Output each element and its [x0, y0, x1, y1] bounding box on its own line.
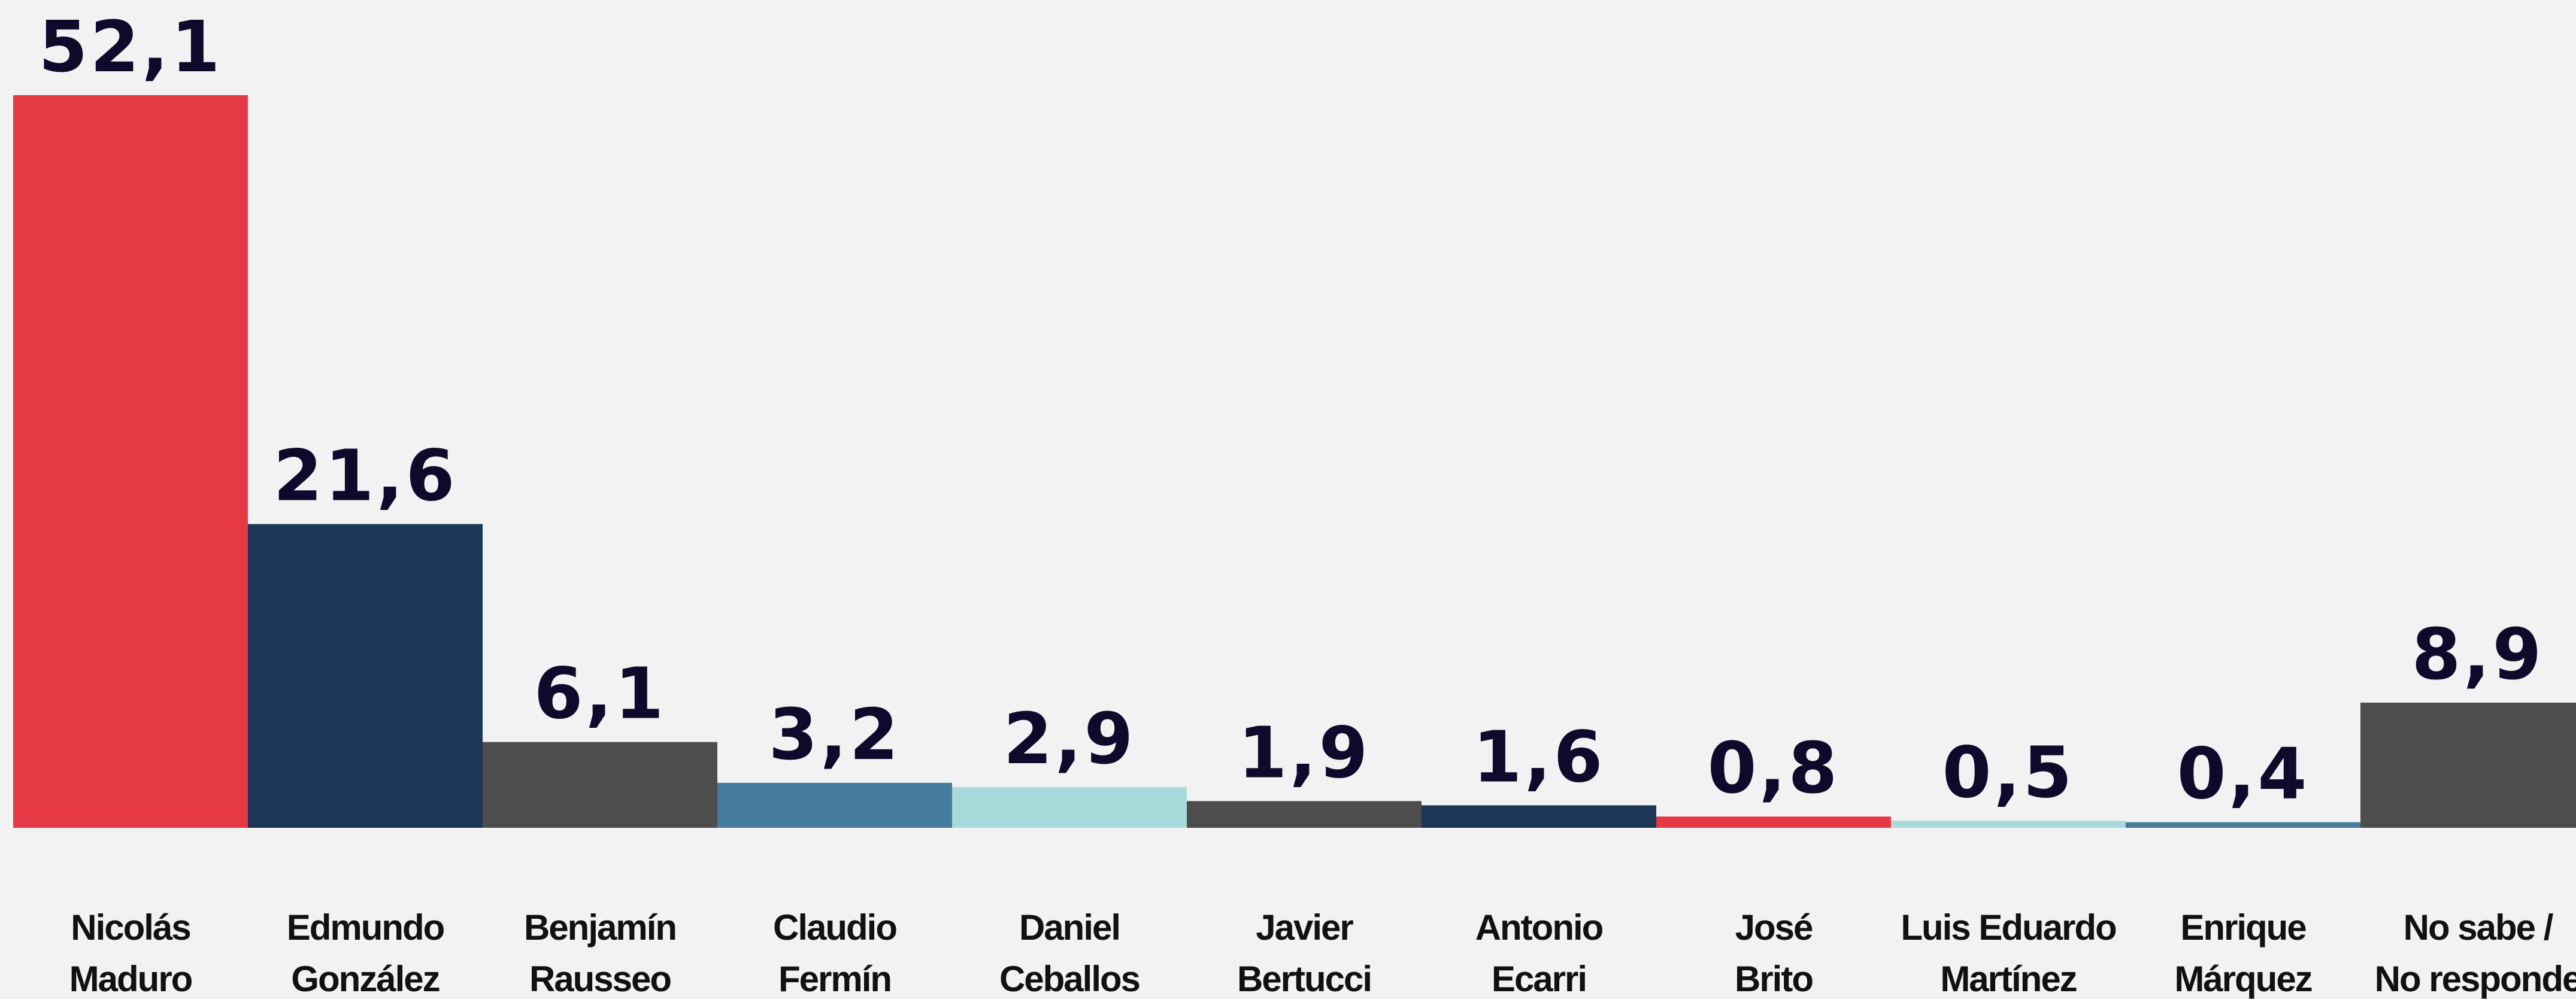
value-label: 21,6 — [273, 435, 457, 517]
category-label: Ceballos — [999, 959, 1139, 999]
category-label: Maduro — [69, 959, 192, 999]
bar — [717, 782, 952, 828]
bar — [1656, 816, 1891, 828]
bar — [13, 95, 248, 828]
value-label: 0,8 — [1707, 727, 1839, 809]
value-label: 52,1 — [38, 5, 222, 88]
category-label: Bertucci — [1237, 959, 1371, 999]
category-label: Rausseo — [529, 959, 671, 999]
value-label: 6,1 — [534, 652, 666, 735]
value-label: 3,2 — [768, 693, 901, 776]
category-label: Fermín — [778, 959, 891, 999]
category-label: Antonio — [1475, 907, 1603, 948]
category-label: Edmundo — [287, 907, 444, 948]
category-label: Benjamín — [524, 907, 676, 948]
bar — [2360, 702, 2576, 828]
category-label: Brito — [1735, 959, 1813, 999]
bar — [952, 787, 1187, 828]
category-label: No responde — [2375, 959, 2576, 999]
category-label: Márquez — [2174, 959, 2311, 999]
value-label: 2,9 — [1003, 697, 1135, 780]
category-label: Luis Eduardo — [1901, 907, 2116, 948]
value-label: 8,9 — [2411, 613, 2544, 696]
bar — [1422, 805, 1656, 828]
category-label: González — [291, 959, 439, 999]
category-label: Martínez — [1940, 959, 2076, 999]
category-label: Daniel — [1019, 907, 1120, 948]
category-label: Javier — [1256, 907, 1353, 948]
bar — [483, 742, 717, 828]
category-label: Nicolás — [71, 907, 190, 948]
bar — [248, 524, 483, 828]
category-label: No sabe / — [2404, 907, 2554, 948]
category-label: Enrique — [2180, 907, 2306, 948]
bar — [1187, 801, 1422, 828]
category-label: José — [1735, 907, 1813, 948]
bar — [1891, 821, 2126, 828]
value-label: 1,6 — [1472, 715, 1605, 798]
bar — [2126, 822, 2360, 828]
category-label: Ecarri — [1492, 959, 1586, 999]
value-label: 0,5 — [1942, 731, 2074, 813]
value-label: 0,4 — [2177, 733, 2309, 815]
category-label: Claudio — [773, 907, 896, 948]
value-label: 1,9 — [1238, 711, 1370, 794]
